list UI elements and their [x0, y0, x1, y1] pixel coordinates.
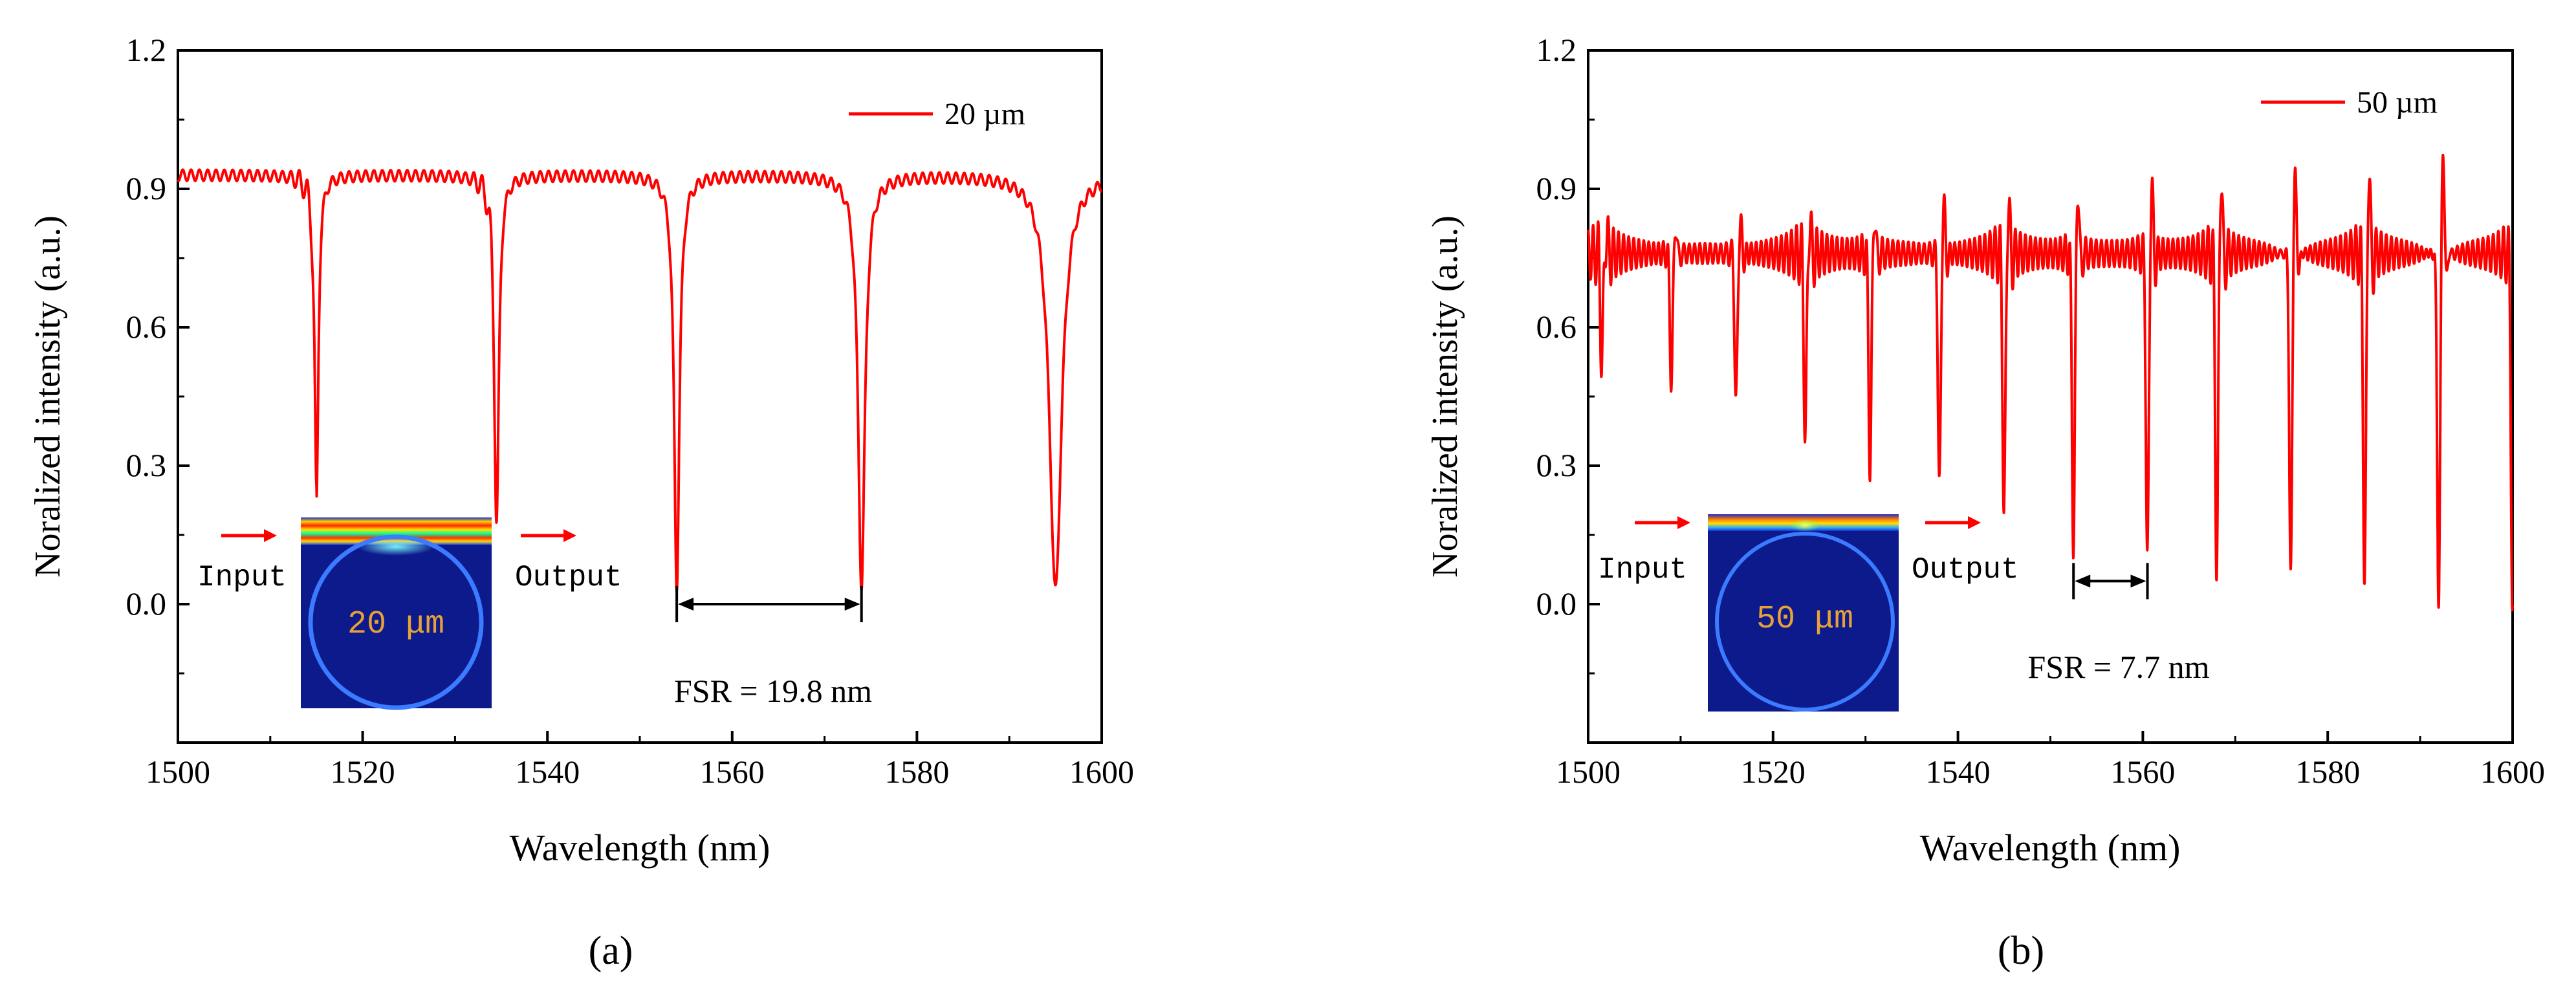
panel-b: 1500 1520 1540 1560 1580 16000.00.30.60.91.2 …	[1425, 32, 2545, 973]
y-tick-label-b-0.0: 0.0	[1536, 585, 1577, 622]
fsr-annotation-b	[2072, 563, 2149, 600]
x-tick-label-a-1580: 1580	[884, 754, 949, 790]
x-tick-label-b-1580: 1580	[2295, 754, 2360, 790]
inset-a: 20 μm	[301, 517, 492, 710]
inset-b-input-arrow	[1635, 516, 1690, 529]
inset-b: 50 μm	[1708, 514, 1899, 712]
x-tick-label-b-1540: 1540	[1926, 754, 1991, 790]
fsr-annotation-a	[675, 586, 863, 622]
inset-a-ring-label: 20 μm	[347, 606, 444, 643]
inset-b-output-label: Output	[1912, 553, 2019, 587]
legend-a: 20 µm	[849, 97, 1025, 131]
x-tick-label-a-1520: 1520	[331, 754, 395, 790]
inset-a-input-arrow	[221, 529, 277, 542]
inset-b-coupling-glow	[1789, 519, 1820, 532]
legend-b: 50 µm	[2261, 85, 2438, 120]
x-axis-label-a: Wavelength (nm)	[510, 827, 770, 869]
x-tick-label-b-1560: 1560	[2110, 754, 2175, 790]
inset-a-output-label: Output	[515, 561, 622, 594]
fsr-arrow-head-right-a	[844, 598, 860, 611]
inset-b-input-label: Input	[1598, 553, 1687, 587]
series-line-b	[1587, 153, 2514, 612]
y-tick-label-b-0.9: 0.9	[1536, 170, 1577, 206]
x-tick-label-a-1600: 1600	[1069, 754, 1134, 790]
inset-a-input-label: Input	[197, 561, 287, 594]
x-tick-label-b-1520: 1520	[1741, 754, 1806, 790]
x-axis-label-b: Wavelength (nm)	[1920, 827, 2181, 869]
x-tick-label-a-1540: 1540	[515, 754, 580, 790]
inset-b-output-arrow	[1925, 516, 1981, 529]
x-tick-label-a-1560: 1560	[700, 754, 765, 790]
inset-a-ring	[308, 534, 484, 710]
y-axis-label-a: Noralized intensity (a.u.)	[28, 215, 68, 578]
y-tick-label-b-1.2: 1.2	[1536, 32, 1577, 68]
y-tick-label-b-0.3: 0.3	[1536, 447, 1577, 483]
inset-a-coupling-glow	[357, 538, 435, 556]
fsr-arrow-head-left-b	[2075, 574, 2091, 588]
panel-label-b: (b)	[1998, 929, 2044, 973]
fsr-arrow-head-left-a	[678, 598, 694, 611]
x-tick-label-b-1500: 1500	[1556, 754, 1621, 790]
legend-a-label: 20 µm	[944, 97, 1025, 131]
plot-area-a: 1500 1520 1540 1560 1580 1600 0.0 0.3 0.6 0.9 1.2	[126, 32, 1135, 790]
legend-b-label: 50 µm	[2357, 85, 2438, 120]
y-tick-label-a-0.3: 0.3	[126, 447, 167, 483]
fsr-b-text: FSR = 7.7 nm	[2027, 649, 2209, 685]
series-line-a	[177, 168, 1103, 592]
y-tick-label-a-0.9: 0.9	[126, 170, 167, 206]
y-tick-label-b-0.6: 0.6	[1536, 309, 1577, 345]
x-tick-label-b-1600: 1600	[2480, 754, 2545, 790]
y-tick-label-a-0.0: 0.0	[126, 585, 167, 622]
inset-a-output-arrow	[521, 529, 576, 542]
plot-area-b: 1500 1520 1540 1560 1580 1600 0.0 0.3 0.6 0.9 1.2	[1536, 32, 2546, 790]
fsr-a-text: FSR = 19.8 nm	[674, 673, 872, 709]
inset-b-ring-label: 50 μm	[1756, 601, 1853, 638]
panel-a: 1500 1520 1540 1560 1580 16000.00.30.60.91.2 …	[28, 32, 1134, 973]
y-axis-label-b: Noralized intensity (a.u.)	[1425, 215, 1465, 578]
x-tick-label-a-1500: 1500	[146, 754, 210, 790]
y-tick-label-a-0.6: 0.6	[126, 309, 167, 345]
y-tick-label-a-1.2: 1.2	[126, 32, 167, 68]
fsr-arrow-head-right-b	[2130, 574, 2146, 588]
inset-b-ring	[1715, 532, 1895, 712]
panel-label-a: (a)	[589, 929, 633, 973]
